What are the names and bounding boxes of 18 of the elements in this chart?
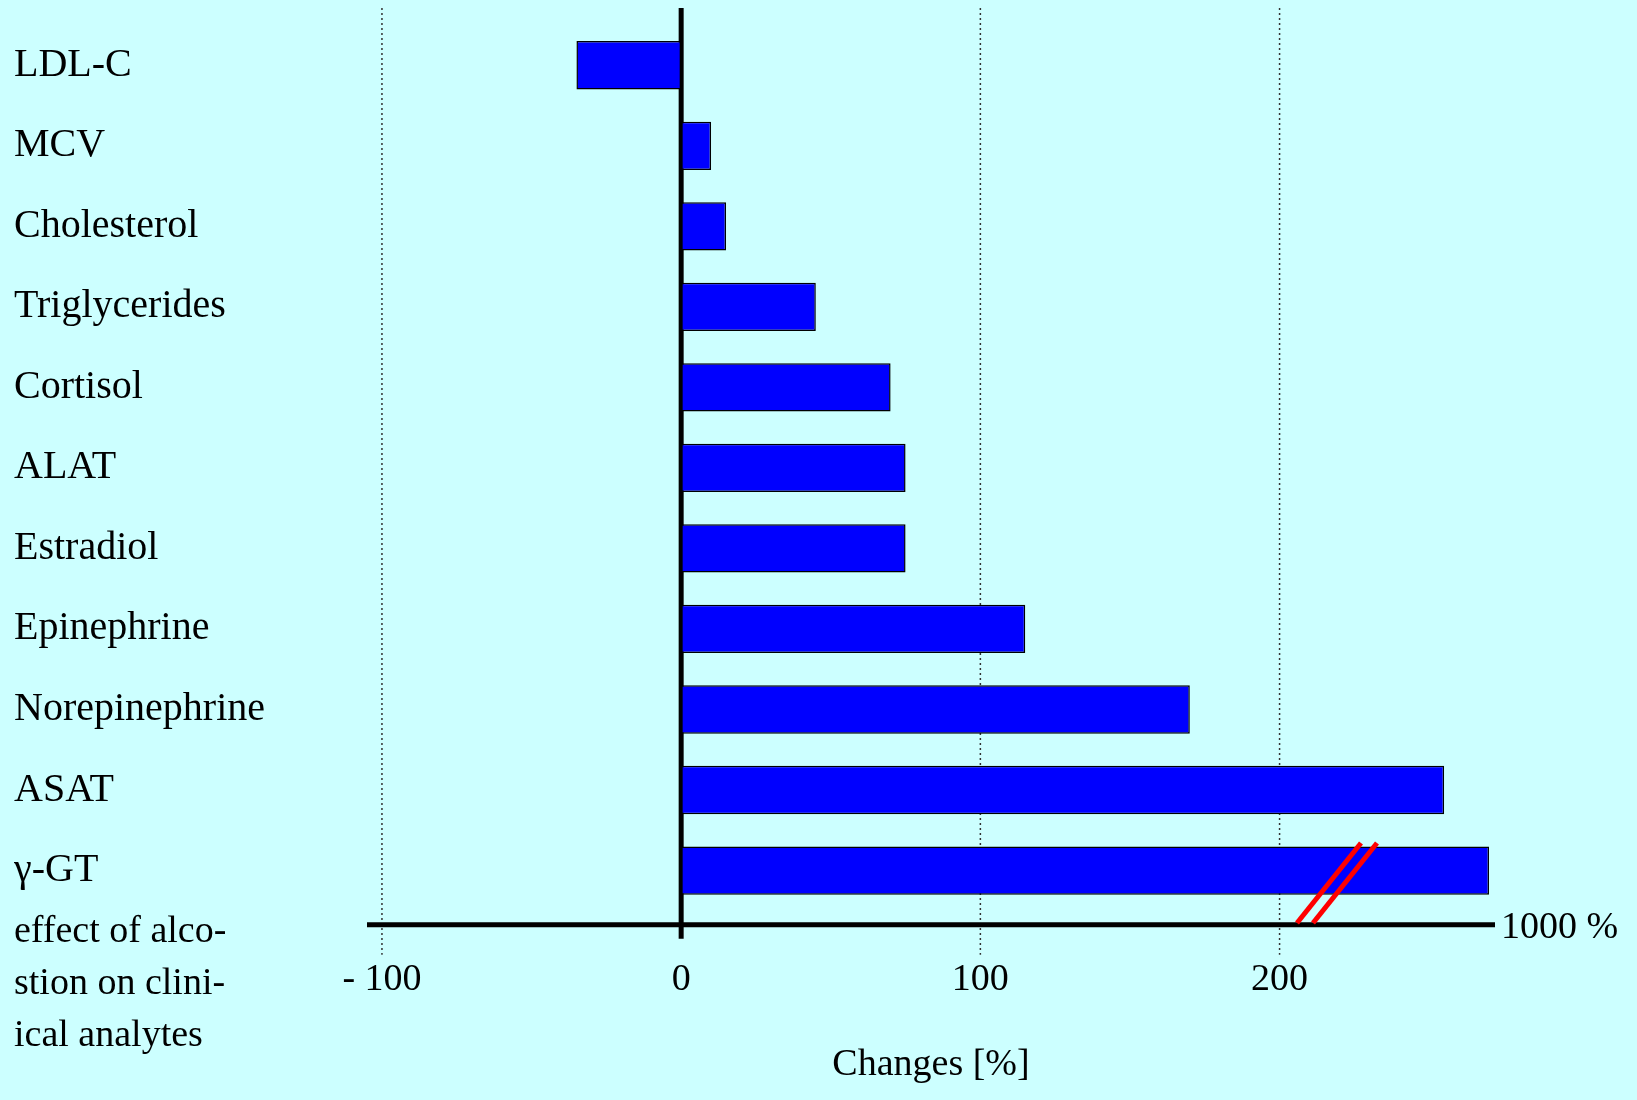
x-tick-label: - 100 xyxy=(342,955,422,998)
x-tick-label: 100 xyxy=(951,955,1009,998)
y-tick-label: Norepinephrine xyxy=(14,683,266,729)
y-tick-label: ASAT xyxy=(14,764,115,810)
x-axis-title: Changes [%] xyxy=(832,1041,1030,1084)
y-tick-label: ALAT xyxy=(14,442,117,488)
x-tick-label: 200 xyxy=(1251,955,1309,998)
y-tick-label: Cholesterol xyxy=(14,200,199,246)
y-tick-label: γ-GT xyxy=(13,845,99,891)
y-tick-label: Cortisol xyxy=(14,361,143,407)
x-tick-label: 0 xyxy=(671,955,691,998)
text: effect of alco- stion on clini- ical analytes xyxy=(14,906,227,1056)
y-tick-label: Estradiol xyxy=(14,522,159,568)
text: 1000 % xyxy=(1501,902,1619,948)
y-tick-label: MCV xyxy=(14,120,106,166)
y-tick-label: Epinephrine xyxy=(14,603,210,649)
y-tick-label: LDL-C xyxy=(14,39,132,85)
y-tick-label: Triglycerides xyxy=(14,281,226,327)
